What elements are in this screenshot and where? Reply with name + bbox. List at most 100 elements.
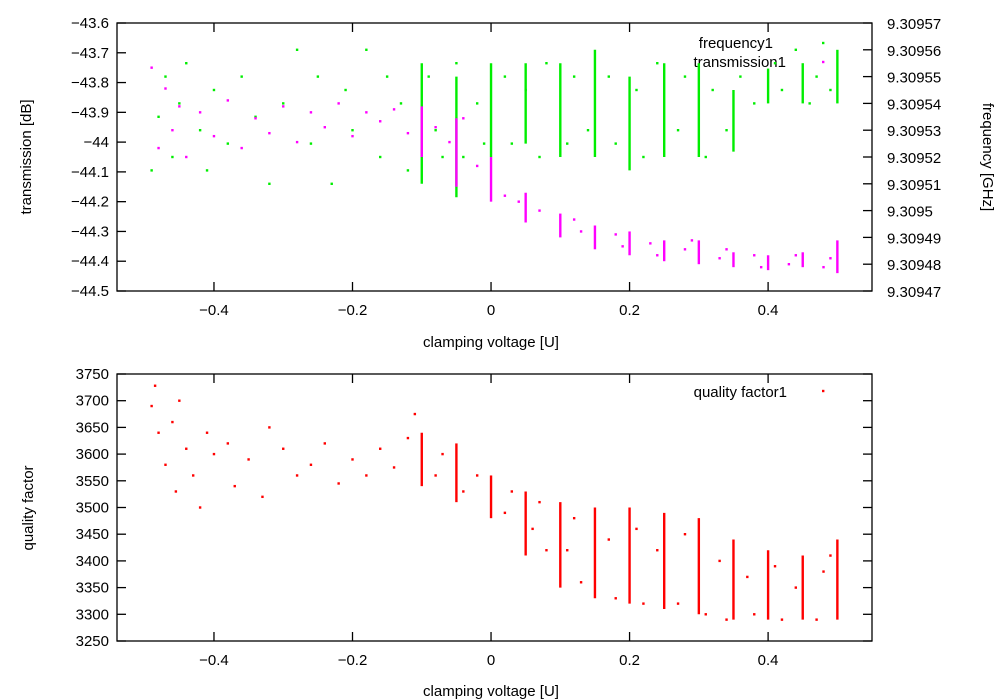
data-point	[538, 500, 541, 504]
data-point	[150, 404, 153, 408]
data-point	[365, 111, 368, 114]
data-point	[379, 155, 382, 159]
data-point	[621, 245, 624, 248]
data-point	[503, 194, 507, 197]
data-point	[323, 442, 326, 445]
data-point	[157, 115, 160, 118]
x-tick-label: 0.4	[758, 302, 779, 319]
data-point	[392, 466, 396, 469]
data-point	[365, 48, 368, 51]
data-point	[157, 146, 160, 150]
data-point	[690, 239, 694, 242]
data-point	[503, 75, 507, 78]
y-tick-label: 3300	[76, 606, 109, 623]
data-point	[746, 575, 749, 579]
data-point	[773, 565, 777, 568]
y2-tick-label: 9.30951	[887, 177, 941, 194]
y2-tick-label: 9.30956	[887, 43, 941, 60]
data-point	[198, 111, 202, 114]
data-point	[434, 129, 437, 132]
series-quality-factor1	[150, 384, 839, 621]
data-point	[212, 134, 216, 138]
data-point	[829, 257, 832, 260]
data-point	[191, 474, 195, 477]
y-tick-label: 3700	[76, 393, 109, 410]
data-point	[261, 495, 264, 499]
data-point	[656, 62, 659, 65]
data-point	[566, 549, 569, 552]
data-point	[614, 597, 617, 600]
data-point	[164, 75, 167, 78]
data-point	[427, 75, 430, 78]
y2-tick-label: 9.30952	[887, 150, 941, 167]
data-point	[164, 463, 167, 466]
data-point	[614, 233, 617, 236]
data-point	[579, 230, 583, 233]
data-point	[718, 257, 721, 260]
data-point	[351, 134, 354, 138]
y-tick-label: −43.9	[71, 104, 109, 121]
data-point	[780, 618, 784, 621]
data-point	[718, 559, 721, 563]
data-point	[212, 88, 216, 92]
y-tick-label: 3350	[76, 580, 109, 597]
data-point	[254, 117, 257, 120]
y2-tick-label: 9.3095	[887, 204, 933, 221]
data-point	[233, 484, 236, 488]
x-tick-label: 0.2	[619, 302, 640, 319]
data-point	[683, 75, 687, 78]
data-point	[642, 155, 645, 159]
data-point	[434, 474, 437, 477]
data-point	[725, 618, 728, 621]
y-tick-label: 3650	[76, 419, 109, 436]
data-point	[413, 412, 417, 416]
y2-tick-label: 9.30954	[887, 96, 941, 113]
data-point	[475, 164, 479, 168]
data-point	[185, 447, 188, 450]
data-point	[822, 570, 825, 573]
y2-tick-label: 9.30948	[887, 257, 941, 274]
data-point	[392, 108, 396, 111]
data-point	[475, 102, 479, 105]
x-tick-label: −0.4	[199, 302, 229, 319]
legend-marker	[822, 41, 825, 45]
data-point	[174, 490, 178, 493]
data-point	[711, 88, 714, 92]
data-point	[385, 75, 389, 78]
data-point	[178, 105, 181, 108]
data-point	[164, 87, 167, 90]
data-point	[725, 129, 728, 132]
y-tick-label: 3500	[76, 500, 109, 517]
legend-marker	[822, 60, 825, 64]
data-point	[566, 142, 569, 145]
y-tick-label: −44.3	[71, 223, 109, 240]
data-point	[185, 155, 188, 159]
data-point	[815, 75, 818, 78]
data-point	[572, 516, 576, 520]
y2-tick-label: 9.30947	[887, 284, 941, 301]
data-point	[344, 88, 347, 92]
data-point	[185, 62, 188, 65]
legend-label-frequency1: frequency1	[699, 35, 773, 52]
data-point	[434, 126, 437, 129]
data-point	[462, 117, 465, 120]
data-point	[441, 452, 444, 456]
x-tick-label: 0.2	[619, 652, 640, 669]
data-point	[379, 120, 382, 123]
data-point	[656, 254, 659, 257]
data-point	[531, 527, 534, 531]
bottom-ylabel: quality factor	[20, 465, 37, 550]
y-tick-label: −43.8	[71, 75, 109, 92]
data-point	[205, 431, 209, 434]
data-point	[198, 129, 202, 132]
data-point	[351, 129, 354, 132]
data-point	[351, 458, 354, 461]
series-frequency1	[150, 48, 839, 198]
y-tick-label: −43.6	[71, 15, 109, 32]
data-point	[150, 66, 153, 69]
data-point	[240, 146, 243, 150]
data-point	[829, 554, 832, 557]
y2-tick-label: 9.30953	[887, 123, 941, 140]
data-point	[794, 48, 798, 51]
